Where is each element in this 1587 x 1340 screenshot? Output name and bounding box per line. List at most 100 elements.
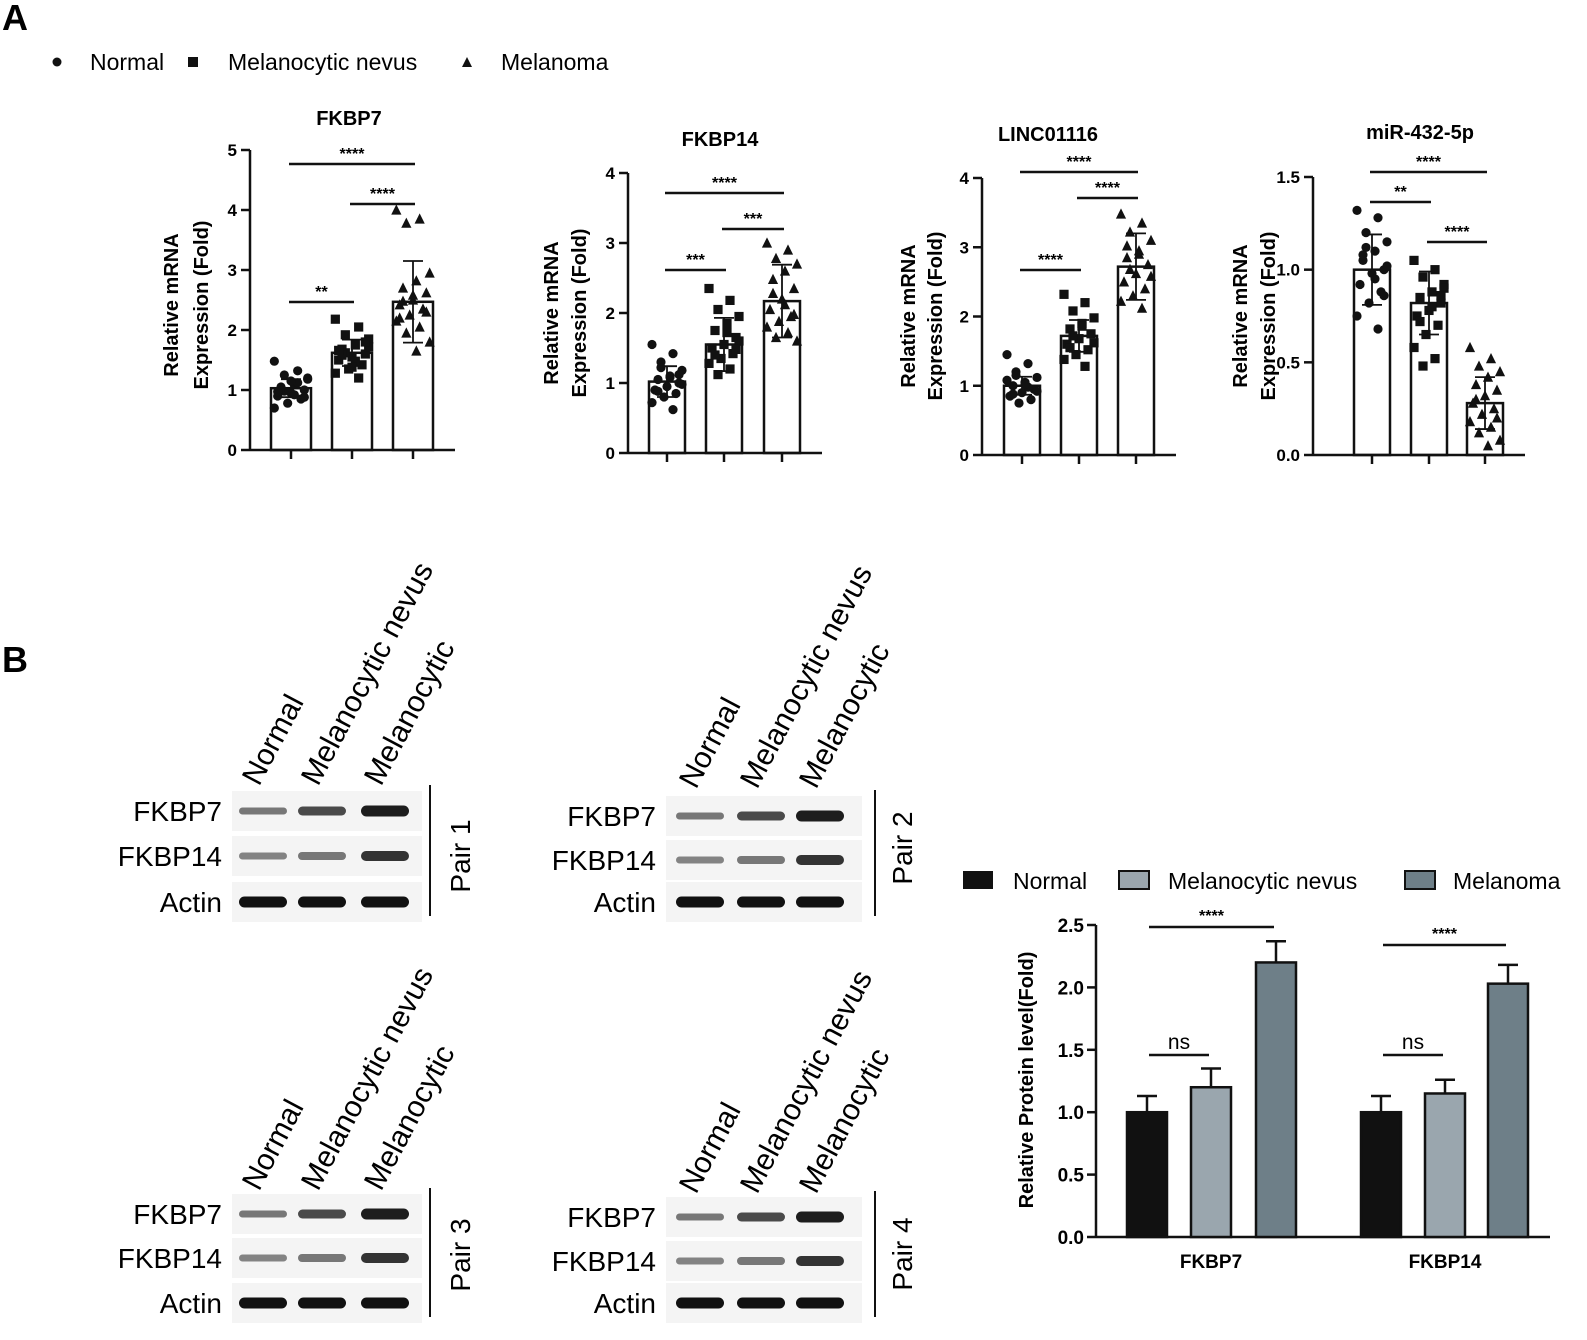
y-tick-label: 0.5 [1276,353,1300,372]
point-normal [1008,389,1018,399]
x-category-label: FKBP14 [1409,1252,1482,1273]
point-melanoma [1118,276,1130,287]
point-melanoma [394,312,405,323]
chart-protein-level: Relative Protein level(Fold) 0.0 0.5 1.0 1.5… [1016,908,1550,1273]
point-nevus [1415,316,1425,327]
significance-label: **** [1067,154,1093,171]
blot-band [298,896,346,908]
point-melanoma [1494,366,1506,377]
point-melanoma [761,321,773,332]
point-melanoma [761,237,773,248]
point-normal [1011,370,1021,380]
point-melanoma [1491,412,1503,423]
point-normal [659,392,669,402]
point-melanoma [1121,252,1133,263]
point-melanoma [1491,384,1503,395]
point-nevus [731,344,741,354]
blot-band [737,1212,785,1222]
point-normal [286,376,296,386]
pair-label: Pair 2 [887,811,918,884]
point-melanoma [1464,341,1476,353]
point-nevus [330,314,340,324]
y-tick-label: 1.0 [1058,1103,1084,1124]
point-normal [1032,372,1042,383]
significance-label: **** [1432,926,1458,943]
point-normal [1373,213,1383,223]
significance-label: **** [1445,224,1471,241]
point-normal [665,372,675,382]
y-axis-label: Relative mRNA [161,233,183,376]
point-normal [1023,358,1033,369]
point-nevus [350,356,360,366]
legend-swatch-melanoma [1404,870,1436,890]
y-tick-label: 0 [606,444,615,463]
point-melanoma [1488,403,1500,414]
point-nevus [357,360,367,370]
y-tick-label: 4 [960,169,970,188]
point-melanoma [1136,217,1148,228]
y-axis-label: Relative Protein level(Fold) [1016,952,1038,1209]
point-nevus [710,325,720,336]
point-melanoma [1145,270,1157,281]
point-melanoma [401,327,412,338]
point-melanoma [1485,421,1497,432]
blot-band [796,855,844,865]
chart-mir432: miR-432-5p Relative mRNA Expression (Fold)… [1230,122,1525,465]
blot-band [298,1254,346,1262]
panel-label-a: A [2,0,28,38]
significance-label: **** [340,146,366,163]
blot-band [676,1213,724,1221]
point-melanoma [1482,440,1494,451]
blot-row-label: FKBP14 [552,1246,656,1277]
point-melanoma [1115,295,1127,306]
blot-row-label: Actin [594,1288,656,1319]
point-melanoma [770,252,782,263]
point-nevus [1065,324,1075,334]
point-nevus [725,295,735,305]
point-nevus [707,343,717,353]
point-normal [293,366,303,376]
significance-label: **** [1038,252,1064,269]
point-normal [273,387,283,397]
point-normal [647,339,657,350]
point-nevus [704,283,714,294]
point-nevus [1068,331,1078,341]
point-normal [1032,386,1042,396]
y-axis-label: Expression (Fold) [569,229,591,398]
point-normal [1355,279,1365,290]
point-normal [1364,298,1374,308]
blot-band [361,1208,409,1220]
point-melanoma [788,282,800,294]
blot-band [239,1210,287,1218]
legend-label-melanoma: Melanoma [501,49,609,75]
y-tick-label: 0.0 [1058,1228,1084,1249]
point-melanoma [1470,378,1482,390]
legend-marker-circle [52,57,62,67]
point-melanoma [779,299,791,310]
significance-label: **** [712,175,738,192]
y-tick-label: 3 [228,261,237,280]
panel-label-b: B [2,639,28,680]
point-melanoma [1130,267,1142,279]
point-normal [1370,246,1380,256]
blot-band [239,1297,287,1309]
bar-nevus [1189,1085,1233,1239]
y-tick-label: 2 [606,304,615,323]
point-nevus [1077,321,1087,331]
point-nevus [1421,329,1431,340]
point-melanoma [767,273,779,284]
point-melanoma [767,287,779,298]
point-melanoma [411,275,422,286]
point-melanoma [1470,393,1482,404]
blot-band [676,1297,724,1309]
point-melanoma [424,336,435,347]
y-tick-label: 3 [960,238,969,257]
y-tick-label: 0.5 [1058,1166,1085,1187]
legend-marker-triangle [462,57,472,67]
y-tick-label: 1 [606,374,615,393]
point-melanoma [391,204,402,215]
point-normal [647,398,657,408]
point-nevus [1065,343,1075,353]
blot-row-label: FKBP7 [567,1202,656,1233]
